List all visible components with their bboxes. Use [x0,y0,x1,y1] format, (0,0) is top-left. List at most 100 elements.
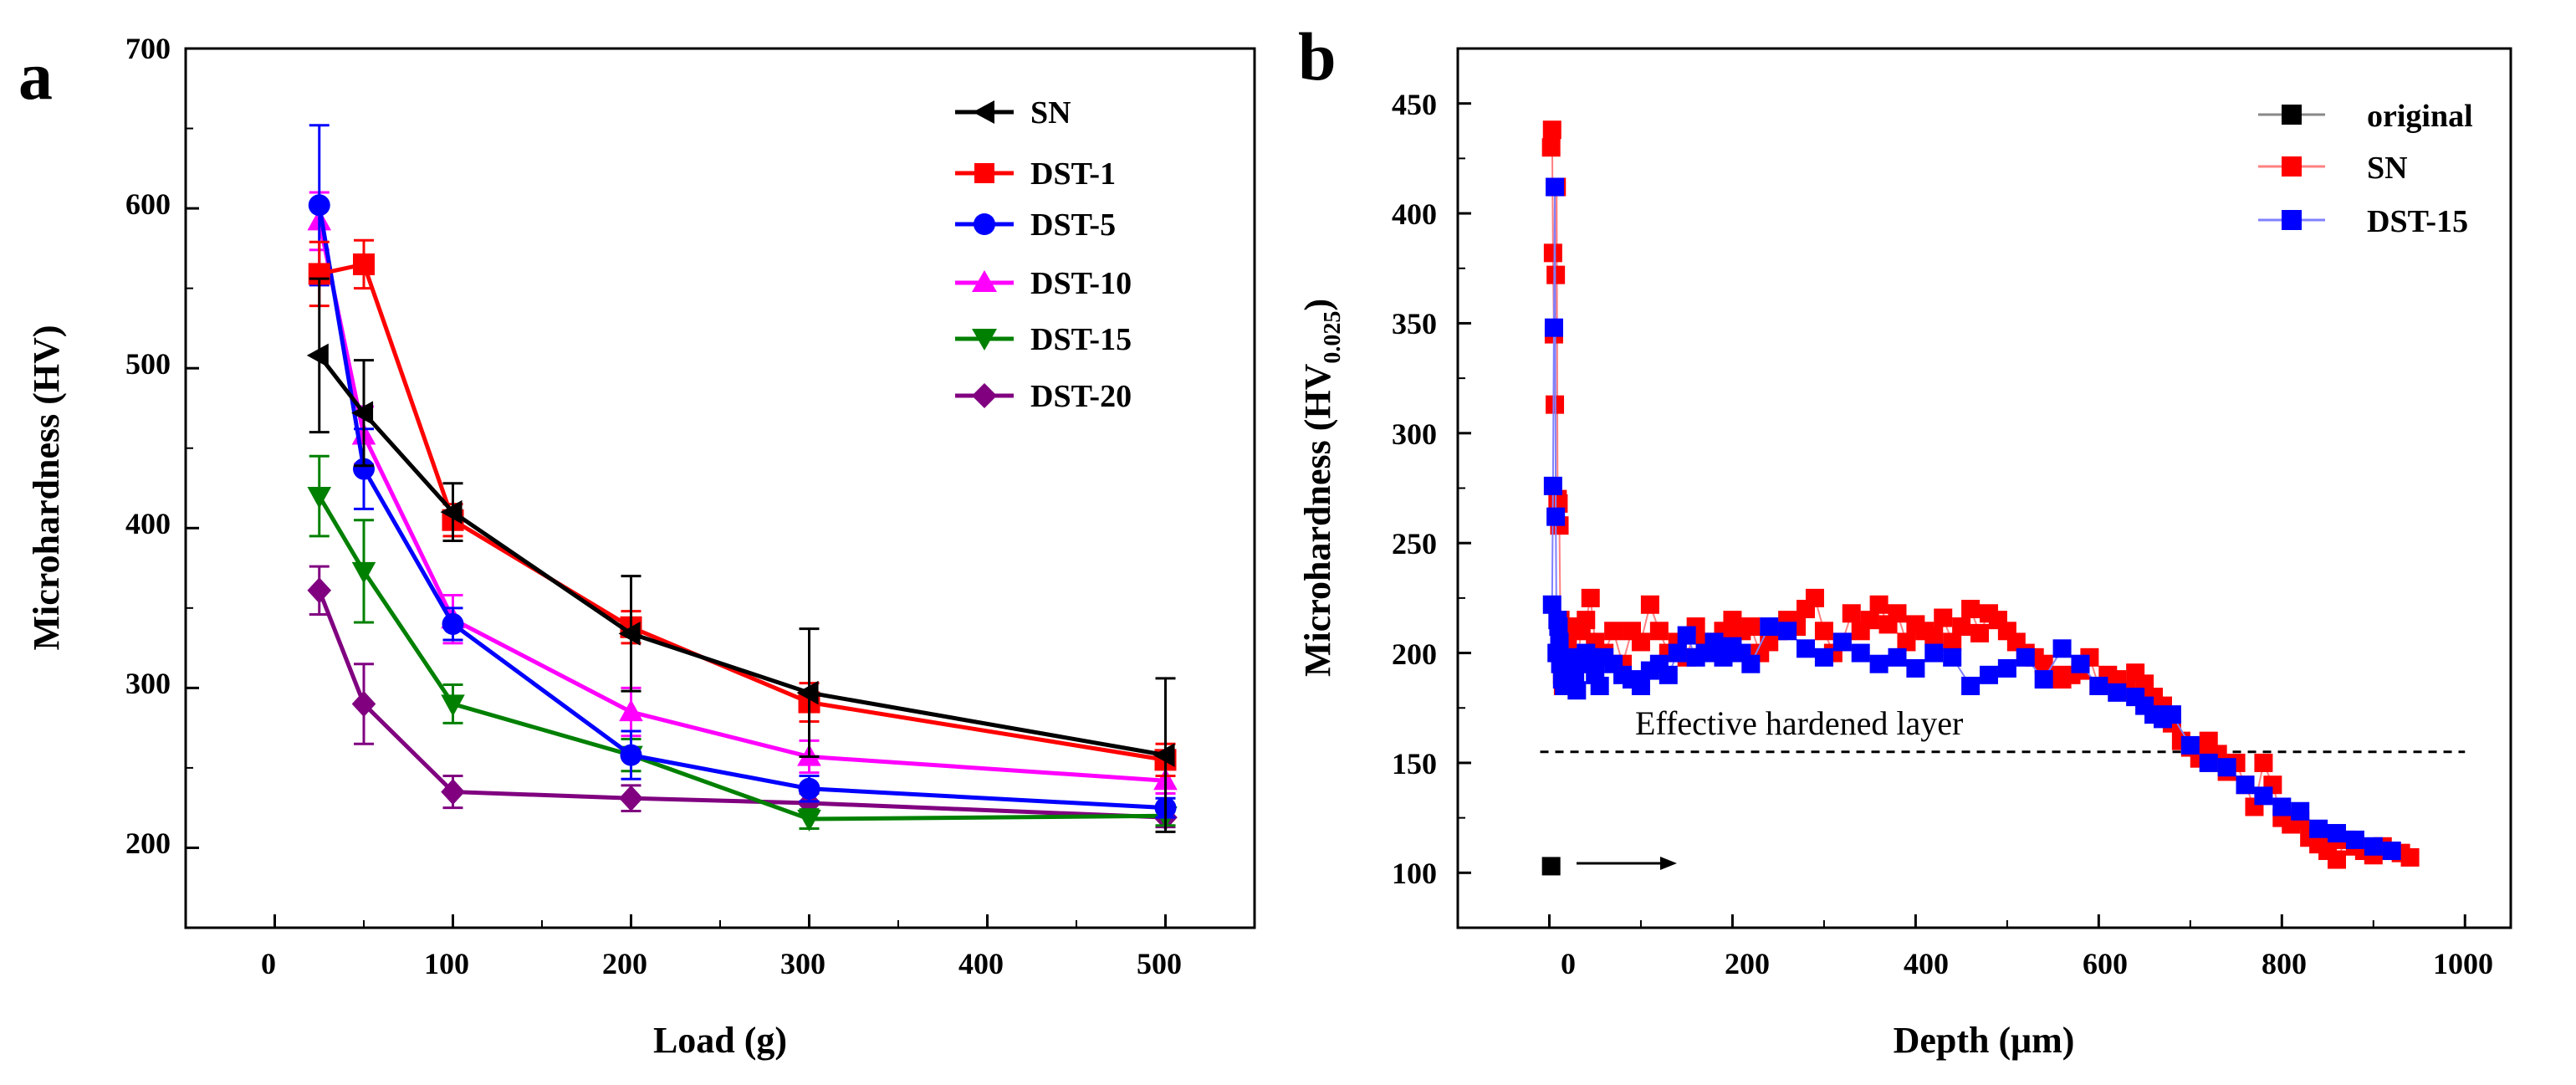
data-point-b-dst-15 [1567,681,1587,700]
data-point-b-dst-15 [2052,639,2072,658]
data-point-dst-20 [441,778,465,806]
panel-a-ytick-label: 600 [125,187,171,221]
legend-label-original: original [2367,99,2473,134]
data-point-b-dst-15 [1997,658,2016,678]
data-point-b-sn [2400,847,2420,867]
data-point-b-dst-15 [2236,775,2255,795]
series-sn [306,277,1176,833]
panel-a-ticks [186,47,1167,928]
data-point-dst-15 [351,561,376,584]
panel-b-ytick-label: 400 [1392,197,1437,231]
panel-a-y-axis-label: Microhardness (HV) [26,325,67,650]
legend-entry-dst-10: DST-10 [955,266,1132,301]
data-point-b-dst-15 [1546,507,1566,526]
data-point-sn [306,343,329,368]
panel-b-ticks [1458,102,2466,928]
panel-a-xtick-label: 100 [424,947,469,980]
data-point-dst-20 [351,690,376,718]
data-point-b-dst-15 [1832,632,1852,652]
data-point-b-dst-15 [1906,658,1925,678]
data-point-dst-5 [442,612,464,635]
data-point-b-dst-15 [2309,819,2328,838]
data-point-b-dst-15 [2180,735,2200,755]
data-point-b-dst-15 [1851,643,1870,663]
data-point-b-sn [1542,120,1561,140]
panel-b-y-axis-label: Microhardness (HV0.025) [1297,299,1346,677]
data-point-b-sn [1934,608,1953,627]
data-point-b-dst-15 [1741,654,1761,673]
data-point-b-sn [1649,622,1669,641]
data-point-b-sn [1970,623,1990,642]
data-point-sn [440,499,463,525]
panel-a-ytick-label: 200 [125,827,171,860]
panel-b-ytick-label: 350 [1392,307,1437,340]
panel-b-y-axis-label-subscript: 0.025 [1320,311,1346,364]
legend-entry-dst-5: DST-5 [955,207,1116,243]
legend-label-dst-1: DST-1 [1030,156,1116,192]
panel-b-plot-frame [1456,47,2512,929]
panel-b-y-axis-label-end: ) [1297,299,1338,311]
series-line-sn [317,354,1166,758]
data-point-b-dst-15 [2291,801,2310,821]
data-point-b-dst-15 [1705,632,1724,652]
panel-b-xtick-label: 200 [1725,947,1770,980]
legend-label-sn: SN [1030,95,1071,131]
data-point-b-dst-15 [1668,643,1687,663]
legend-entry-b-dst-15: DST-15 [2258,204,2468,239]
data-point-b-dst-15 [2254,786,2273,806]
data-point-dst-15 [797,810,821,832]
legend-label-dst-5: DST-5 [1030,207,1116,243]
data-point-b-dst-15 [1631,676,1650,695]
data-point-b-dst-15 [1659,665,1678,684]
data-point-b-dst-15 [2108,683,2127,702]
series-dst-1 [308,238,1177,777]
panel-a-ytick-label: 300 [125,667,171,700]
data-point-b-sn [1541,138,1561,157]
series-line-dst-10 [317,220,1166,783]
legend-marker-dst-15 [972,329,997,351]
data-point-b-dst-15 [1543,476,1562,495]
panel-b-xtick-label: 400 [1904,947,1949,980]
panel-b-x-axis-label: Depth (μm) [1894,1020,2075,1061]
panel-b-series-group [1541,120,2420,876]
data-point-b-sn [1741,617,1761,637]
effective-hardened-layer-label: Effective hardened layer [1635,704,1963,742]
legend-marker-dst-20 [972,383,997,408]
data-point-dst-5 [798,777,820,800]
panel-b-ytick-label: 150 [1392,747,1437,780]
data-point-b-sn [1581,588,1600,607]
legend-label-dst-15: DST-15 [1030,322,1132,357]
series-b-line-sn [1550,130,2411,862]
panel-a-xtick-label: 500 [1137,947,1182,980]
panel-a-ytick-label: 400 [125,507,171,540]
panel-b-xtick-label: 800 [2262,947,2307,980]
data-point-sn [618,622,641,646]
data-point-b-dst-15 [2016,647,2035,667]
data-point-b-dst-15 [1814,647,1833,667]
data-point-dst-5 [353,458,375,480]
panel-a: a 0 100 200 300 400 500 200 300 400 500 … [18,32,1256,1061]
data-point-b-original [1541,857,1561,876]
legend-entry-dst-1: DST-1 [955,156,1116,192]
data-point-b-dst-15 [1546,177,1565,197]
panel-a-xtick-label: 300 [780,947,825,980]
data-point-b-dst-15 [1888,647,1907,667]
data-point-dst-20 [797,790,821,816]
data-point-b-dst-15 [1549,617,1568,637]
depth-arrow-head-icon [1660,857,1677,870]
data-point-b-dst-15 [1550,632,1569,652]
panel-a-xtick-label: 0 [261,947,276,980]
legend-label-b-sn: SN [2367,151,2408,186]
data-point-sn [1153,743,1175,767]
legend-entry-b-sn: SN [2258,151,2408,186]
data-point-b-sn [1631,632,1650,652]
legend-entry-original: original [2258,99,2473,134]
panel-a-ytick-label: 500 [125,347,171,381]
panel-b-xtick-label: 600 [2083,947,2128,980]
panel-b-xtick-label: 0 [1561,947,1576,980]
data-point-b-sn [1888,604,1907,623]
data-point-b-dst-15 [1797,639,1816,658]
data-point-dst-5 [308,194,330,217]
legend-marker-sn [973,100,994,124]
